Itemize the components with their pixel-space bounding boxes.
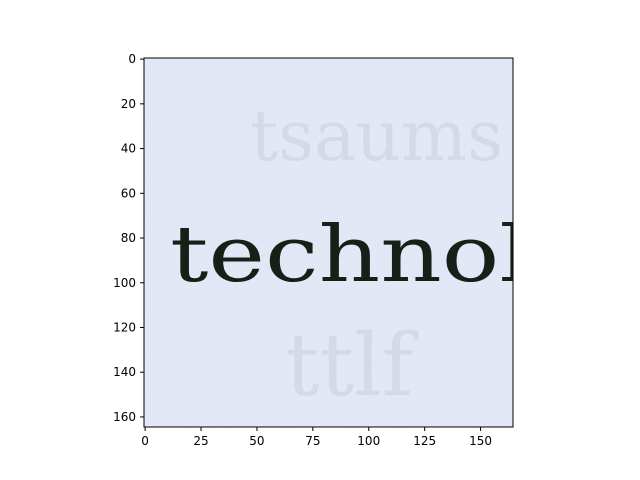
x-tick-label: 25 — [193, 434, 208, 448]
x-tick-label: 125 — [413, 434, 436, 448]
y-tick-label: 160 — [113, 410, 136, 424]
paper-texture — [144, 58, 513, 427]
x-axis: 0 25 50 75 100 125 150 — [141, 427, 492, 448]
x-tick-label: 100 — [357, 434, 380, 448]
scanned-word: technol — [170, 210, 530, 300]
axes-frame — [143, 57, 514, 428]
bleed-through-text-top: tsaums — [250, 95, 503, 177]
image-area: tsaums ttlf technol — [144, 58, 530, 427]
y-axis: 0 20 40 60 80 100 120 140 160 — [113, 52, 144, 424]
x-tick-label: 0 — [141, 434, 149, 448]
x-tick-label: 150 — [469, 434, 492, 448]
y-tick-label: 20 — [121, 97, 136, 111]
y-tick-label: 0 — [128, 52, 136, 66]
y-tick-label: 120 — [113, 320, 136, 334]
y-tick-label: 40 — [121, 142, 136, 156]
y-tick-label: 140 — [113, 365, 136, 379]
x-tick-label: 75 — [305, 434, 320, 448]
x-tick-label: 50 — [249, 434, 264, 448]
y-tick-label: 100 — [113, 276, 136, 290]
bleed-through-text-bottom: ttlf — [285, 316, 419, 416]
y-tick-label: 60 — [121, 186, 136, 200]
y-tick-label: 80 — [121, 231, 136, 245]
